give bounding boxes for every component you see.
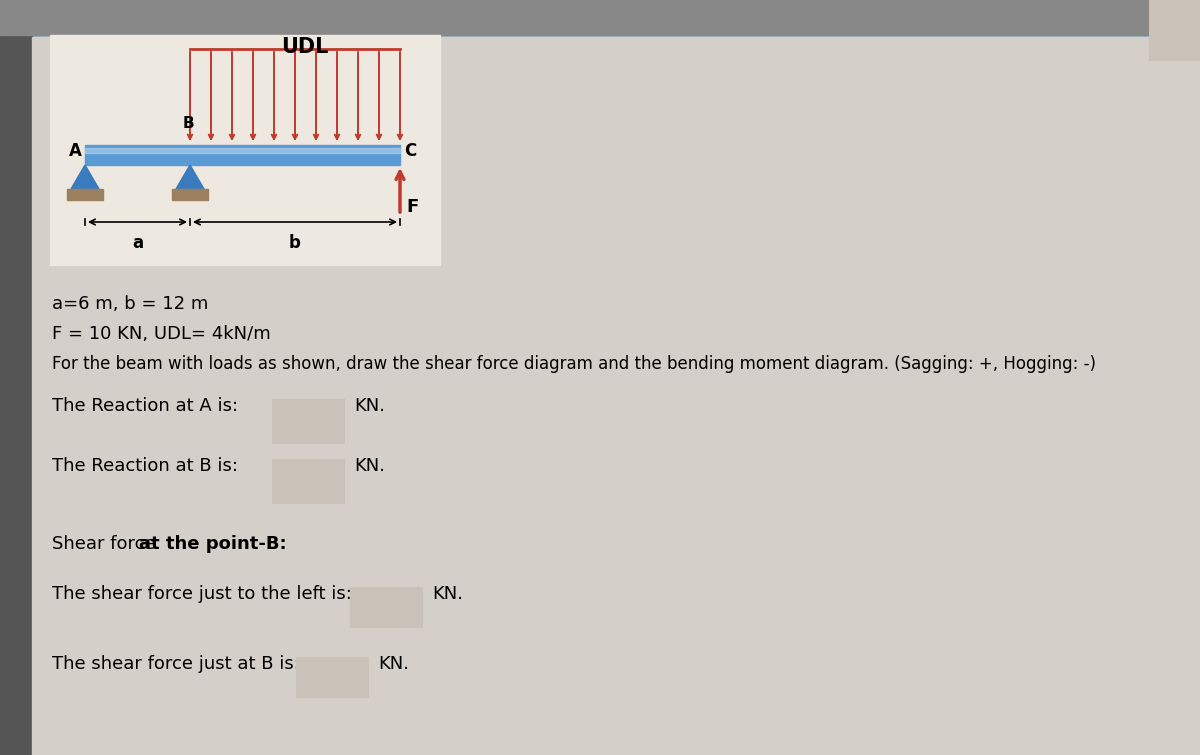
- Text: A: A: [70, 142, 82, 160]
- Text: The shear force just at B is:: The shear force just at B is:: [52, 655, 300, 673]
- Text: B: B: [182, 116, 194, 131]
- Text: KN.: KN.: [354, 397, 385, 415]
- Text: The Reaction at A is:: The Reaction at A is:: [52, 397, 238, 415]
- Bar: [350, 587, 422, 627]
- Bar: [67, 189, 103, 200]
- Text: KN.: KN.: [378, 655, 409, 673]
- Text: C: C: [404, 142, 416, 160]
- Bar: [272, 459, 344, 503]
- Bar: [1150, 0, 1200, 60]
- Text: a=6 m, b = 12 m: a=6 m, b = 12 m: [52, 295, 209, 313]
- Bar: [85, 145, 400, 165]
- Bar: [85, 148, 400, 153]
- Bar: [0, 0, 1200, 35]
- Bar: [0, 0, 32, 755]
- Text: F = 10 KN, UDL= 4kN/m: F = 10 KN, UDL= 4kN/m: [52, 325, 271, 343]
- Text: UDL: UDL: [281, 37, 329, 57]
- Bar: [172, 189, 208, 200]
- Text: b: b: [289, 234, 301, 252]
- Bar: [50, 35, 440, 265]
- Text: F: F: [406, 198, 419, 216]
- Text: a: a: [132, 234, 143, 252]
- Text: The shear force just to the left is:: The shear force just to the left is:: [52, 585, 352, 603]
- Text: KN.: KN.: [432, 585, 463, 603]
- Text: Shear force: Shear force: [52, 535, 161, 553]
- Text: KN.: KN.: [354, 457, 385, 475]
- Bar: [272, 399, 344, 443]
- Text: The Reaction at B is:: The Reaction at B is:: [52, 457, 238, 475]
- Polygon shape: [176, 165, 204, 189]
- Text: For the beam with loads as shown, draw the shear force diagram and the bending m: For the beam with loads as shown, draw t…: [52, 355, 1096, 373]
- Polygon shape: [71, 165, 98, 189]
- Text: at the point-B:: at the point-B:: [139, 535, 287, 553]
- Bar: [296, 657, 368, 697]
